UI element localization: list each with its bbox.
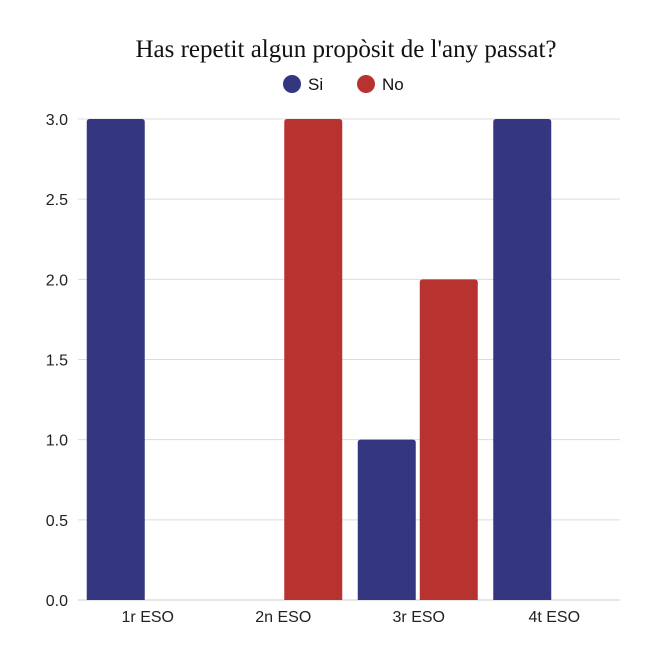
gridlines [78,118,620,601]
bar-si-2 [357,439,416,600]
legend-label-no: No [382,75,404,94]
bar-si-0 [86,119,145,600]
y-tick-label: 1.0 [46,433,68,450]
y-tick-label: 0.0 [46,593,68,610]
bar-si-3 [493,119,552,600]
bars [86,119,552,600]
y-tick-label: 2.5 [46,192,68,209]
x-tick-label: 2n ESO [255,609,311,626]
chart-title: Has repetit algun propòsit de l'any pass… [135,36,556,63]
legend: Si No [283,75,404,94]
legend-marker-si [283,75,301,93]
y-tick-label: 0.5 [46,513,68,530]
y-tick-label: 2.0 [46,272,68,289]
y-tick-label: 3.0 [46,112,68,129]
legend-marker-no [357,75,375,93]
y-axis-ticks: 0.0 0.5 1.0 1.5 2.0 2.5 3.0 [46,112,68,610]
y-tick-label: 1.5 [46,353,68,370]
bar-no-1 [284,119,343,600]
x-tick-label: 3r ESO [393,609,445,626]
legend-label-si: Si [308,75,323,94]
x-axis-ticks: 1r ESO 2n ESO 3r ESO 4t ESO [122,609,581,626]
x-tick-label: 1r ESO [122,609,174,626]
bar-no-2 [419,279,478,600]
x-tick-label: 4t ESO [528,609,580,626]
